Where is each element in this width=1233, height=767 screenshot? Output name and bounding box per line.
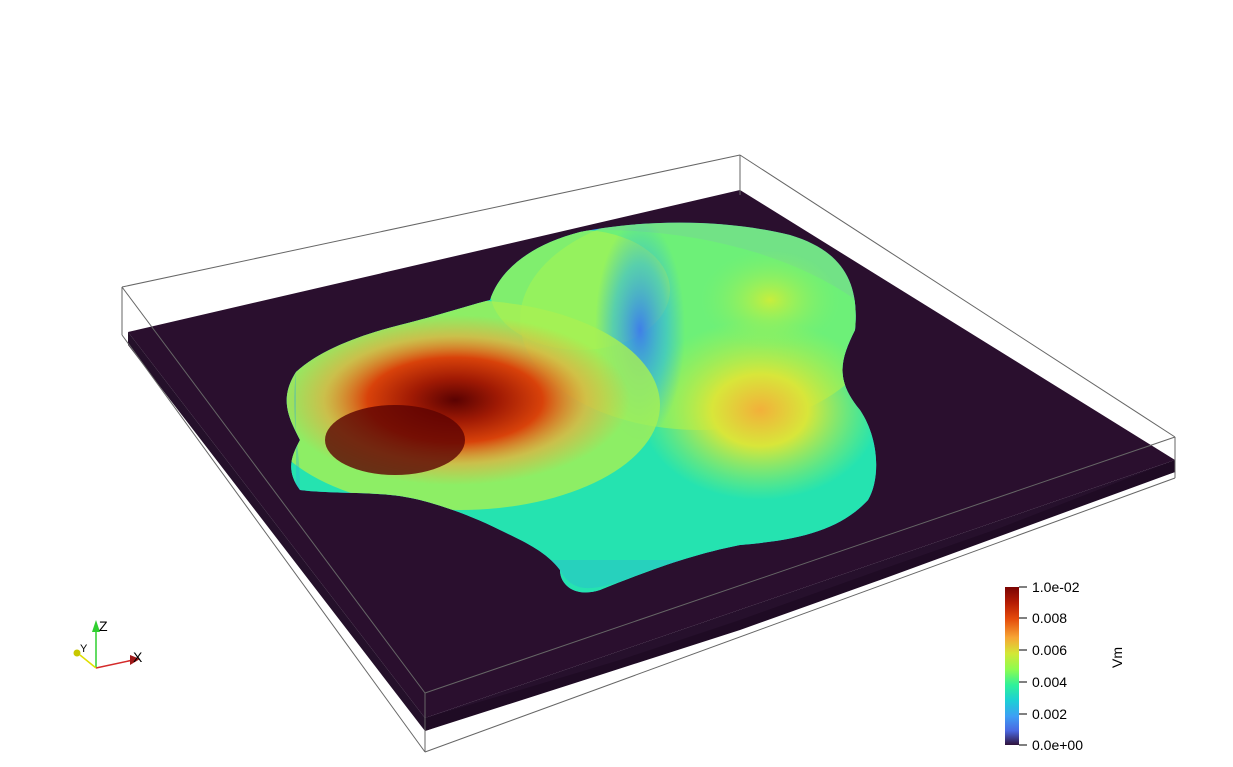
colorbar-tick-label: 0.002 [1032, 706, 1067, 722]
colorbar-tick-label: 1.0e-02 [1032, 579, 1080, 595]
y-axis-arrow-icon [73, 649, 81, 657]
colorbar: 1.0e-02 0.008 0.006 0.004 0.002 0.0e+00 … [1005, 579, 1125, 753]
colorbar-tick-label: 0.008 [1032, 610, 1067, 626]
x-axis-label: X [133, 649, 143, 665]
colorbar-gradient [1005, 587, 1019, 745]
y-axis-label: Y [80, 643, 88, 655]
orientation-axes-widget[interactable]: Z X Y [73, 618, 144, 669]
x-axis-arrow-icon [130, 655, 140, 665]
colorbar-title: Vm [1109, 647, 1125, 668]
colorbar-tick-label: 0.004 [1032, 674, 1067, 690]
z-axis-label: Z [99, 618, 108, 634]
z-axis-arrow-icon [92, 620, 100, 632]
colorbar-tick-label: 0.006 [1032, 642, 1067, 658]
bounding-box [121, 154, 1176, 753]
colorbar-tick-label: 0.0e+00 [1032, 737, 1083, 753]
